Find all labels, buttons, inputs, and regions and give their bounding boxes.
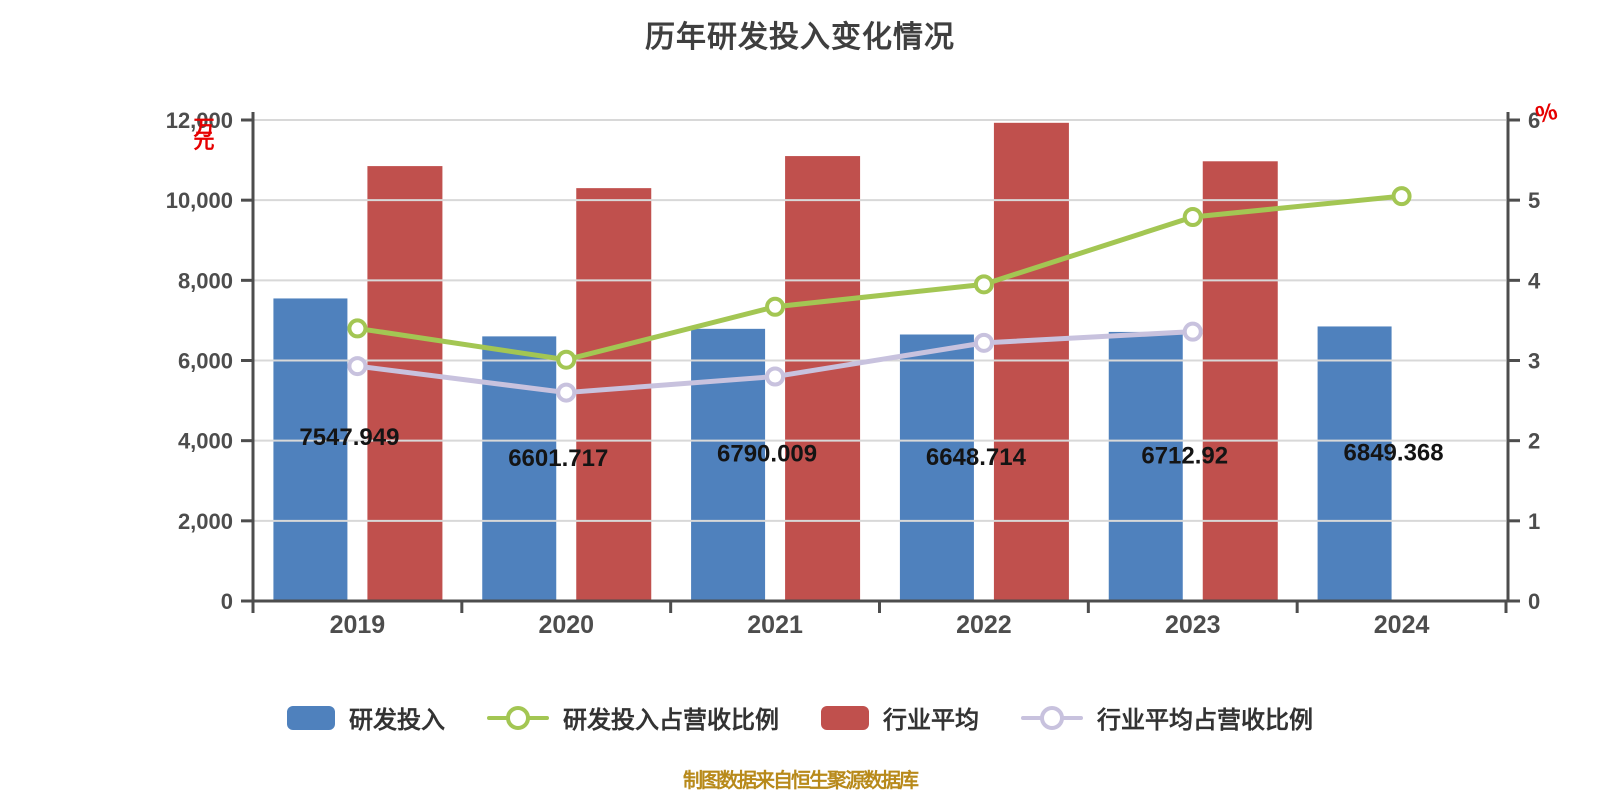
left-axis-tick-label: 2,000: [178, 509, 233, 534]
right-axis-tick-label: 5: [1528, 188, 1540, 213]
legend: 研发投入 研发投入占营收比例 行业平均 行业平均占营收比例: [0, 700, 1600, 735]
left-axis-tick-label: 4,000: [178, 429, 233, 454]
bar-value-label-2020: 6601.717: [508, 445, 608, 472]
point-行业平均占营收比例-2022[interactable]: [973, 332, 994, 353]
bar-行业平均-2021[interactable]: [785, 156, 861, 601]
bar-行业平均-2022[interactable]: [993, 122, 1069, 601]
right-axis-tick-label: 3: [1528, 349, 1540, 374]
bar-研发投入-2022[interactable]: [899, 334, 974, 601]
legend-item-industry-revenue-ratio[interactable]: 行业平均占营收比例: [1021, 700, 1313, 735]
bar-研发投入-2023[interactable]: [1108, 331, 1183, 601]
legend-label: 行业平均: [883, 707, 979, 734]
bar-行业平均-2020[interactable]: [576, 188, 652, 601]
x-axis-label-2022: 2022: [956, 611, 1012, 639]
bar-value-label-2019: 7547.949: [299, 424, 399, 451]
legend-item-industry-average[interactable]: 行业平均: [821, 700, 979, 735]
page-title: 历年研发投入变化情况: [645, 21, 955, 54]
x-axis-label-2019: 2019: [330, 611, 386, 639]
line-研发投入占营收比例: [354, 193, 1405, 363]
footer-attribution: 制图数据来自恒生聚源数据库: [683, 770, 919, 792]
bar-value-label-2023: 6712.92: [1141, 442, 1228, 469]
point-行业平均占营收比例-2019[interactable]: [347, 356, 368, 377]
bar-研发投入-2021[interactable]: [691, 328, 766, 601]
bar-研发投入-2024[interactable]: [1317, 326, 1392, 601]
bar-swatch-icon: [287, 705, 335, 730]
bar-value-label-2021: 6790.009: [717, 441, 817, 468]
point-行业平均占营收比例-2021[interactable]: [765, 366, 786, 387]
bar-研发投入-2020[interactable]: [482, 336, 557, 601]
x-axis-label-2020: 2020: [538, 611, 594, 639]
x-axis-label-2024: 2024: [1374, 611, 1430, 639]
right-axis-tick-label: 0: [1528, 589, 1540, 614]
legend-label: 研发投入: [349, 707, 445, 734]
left-axis-tick-label: 10,000: [166, 188, 233, 213]
bar-行业平均-2023[interactable]: [1202, 161, 1278, 601]
right-axis-tick-label: 1: [1528, 509, 1540, 534]
left-axis-tick-label: 8,000: [178, 268, 233, 293]
left-axis-tick-label: 6,000: [178, 349, 233, 374]
legend-label: 研发投入占营收比例: [563, 707, 779, 734]
bar-value-label-2022: 6648.714: [926, 444, 1027, 471]
point-研发投入占营收比例-2021[interactable]: [765, 296, 786, 317]
right-axis-tick-label: 2: [1528, 429, 1540, 454]
legend-item-rd-revenue-ratio[interactable]: 研发投入占营收比例: [487, 700, 779, 735]
right-axis-tick-label: 6: [1528, 108, 1540, 133]
point-行业平均占营收比例-2020[interactable]: [556, 382, 577, 403]
right-axis-tick-label: 4: [1528, 268, 1541, 293]
point-研发投入占营收比例-2023[interactable]: [1182, 207, 1203, 228]
bar-swatch-icon: [821, 705, 869, 730]
line-swatch-icon: [487, 705, 549, 731]
legend-item-rd-investment[interactable]: 研发投入: [287, 700, 445, 735]
point-研发投入占营收比例-2020[interactable]: [556, 349, 577, 370]
left-axis-unit: 万元: [193, 117, 215, 154]
point-行业平均占营收比例-2023[interactable]: [1182, 321, 1203, 342]
bar-value-label-2024: 6849.368: [1344, 439, 1444, 466]
bar-行业平均-2019[interactable]: [367, 166, 443, 602]
point-研发投入占营收比例-2019[interactable]: [347, 318, 368, 339]
bar-研发投入-2019[interactable]: [273, 298, 348, 601]
left-axis-tick-label: 0: [221, 589, 233, 614]
point-研发投入占营收比例-2024[interactable]: [1391, 186, 1412, 207]
x-axis-label-2021: 2021: [747, 611, 803, 639]
legend-label: 行业平均占营收比例: [1097, 707, 1313, 734]
line-swatch-icon: [1021, 705, 1083, 731]
point-研发投入占营收比例-2022[interactable]: [973, 274, 994, 295]
left-axis-tick-label: 12,000: [166, 108, 233, 133]
x-axis-label-2023: 2023: [1165, 611, 1221, 639]
